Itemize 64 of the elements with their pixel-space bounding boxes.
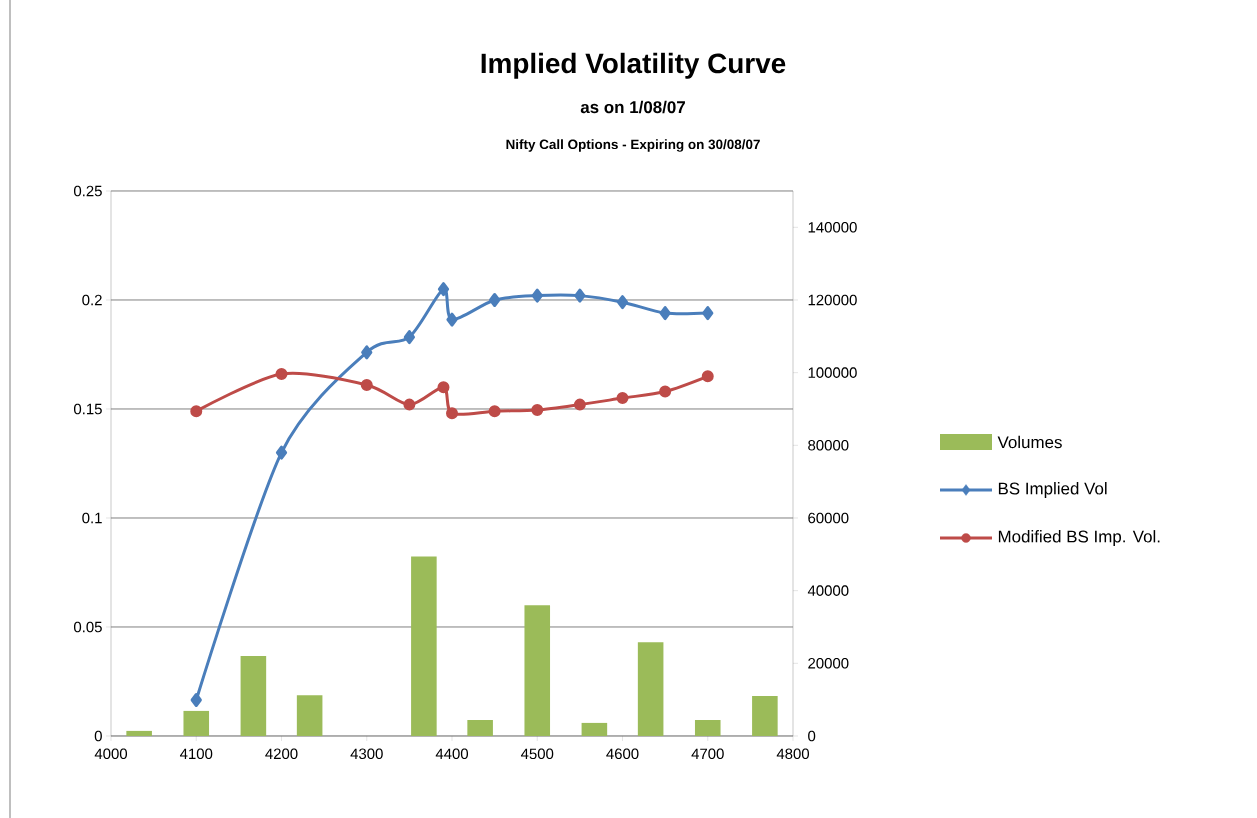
- point: [446, 407, 459, 420]
- x-tick-label: 4000: [94, 748, 128, 760]
- y2-tick-label: 0: [808, 730, 816, 742]
- y2-tick-label: 140000: [808, 222, 857, 233]
- y-tick-label: 0.25: [73, 185, 102, 197]
- legend-label: BS Implied Vol: [998, 482, 1107, 498]
- point: [446, 312, 458, 327]
- chart-title: Implied Volatility Curve: [481, 52, 786, 79]
- point: [701, 370, 714, 383]
- x-tick-label: 4400: [435, 748, 469, 760]
- point: [616, 392, 629, 405]
- y-tick-label: 0.1: [82, 512, 102, 524]
- point: [360, 379, 373, 391]
- x-tick-label: 4800: [776, 748, 810, 760]
- point: [190, 405, 203, 418]
- point: [659, 385, 672, 398]
- x-tick-label: 4100: [179, 748, 213, 760]
- y-tick-label: 0.05: [73, 621, 102, 633]
- point: [275, 445, 288, 460]
- point: [616, 295, 629, 310]
- point: [489, 292, 501, 307]
- bar: [126, 730, 152, 736]
- point: [437, 381, 450, 394]
- bar: [296, 695, 323, 736]
- legend-label: Modified BS Imp. Vol.: [998, 530, 1160, 546]
- bar: [694, 720, 721, 736]
- point: [488, 405, 501, 418]
- bar: [581, 722, 608, 736]
- point: [403, 330, 416, 345]
- y2-tick-label: 120000: [808, 294, 857, 306]
- point: [702, 306, 714, 321]
- bar: [240, 656, 267, 736]
- legend-label: Volumes: [997, 435, 1062, 449]
- y-tick-label: 0.15: [73, 403, 102, 415]
- y2-tick-label: 80000: [808, 440, 849, 451]
- x-tick-label: 4600: [606, 748, 639, 760]
- y2-tick-label: 20000: [808, 658, 849, 669]
- point: [531, 404, 544, 417]
- point: [574, 288, 586, 303]
- bar: [752, 696, 778, 736]
- x-tick-label: 4700: [691, 748, 724, 760]
- point: [659, 306, 671, 321]
- y2-tick-label: 100000: [808, 367, 857, 378]
- y-tick-label: 0.2: [82, 294, 102, 306]
- point: [275, 368, 288, 381]
- x-tick-label: 4300: [350, 748, 383, 760]
- point: [531, 288, 543, 303]
- bar: [467, 720, 493, 736]
- point: [403, 398, 416, 411]
- text: Nifty Call Options - Expiring on 30/08/07: [506, 139, 760, 152]
- chart-subtitle: as on 1/08/07: [580, 100, 685, 114]
- bar: [411, 556, 437, 736]
- x-tick-label: 4200: [265, 748, 298, 760]
- x-tick-label: 4500: [520, 748, 554, 760]
- point: [190, 693, 202, 708]
- y2-tick-label: 60000: [808, 512, 849, 524]
- bar: [524, 605, 551, 736]
- point: [437, 282, 450, 297]
- point: [361, 345, 373, 360]
- y-tick-label: 0: [94, 730, 102, 742]
- point: [573, 398, 586, 411]
- y2-tick-label: 40000: [807, 585, 849, 596]
- bar: [637, 642, 664, 736]
- bar: [183, 710, 210, 736]
